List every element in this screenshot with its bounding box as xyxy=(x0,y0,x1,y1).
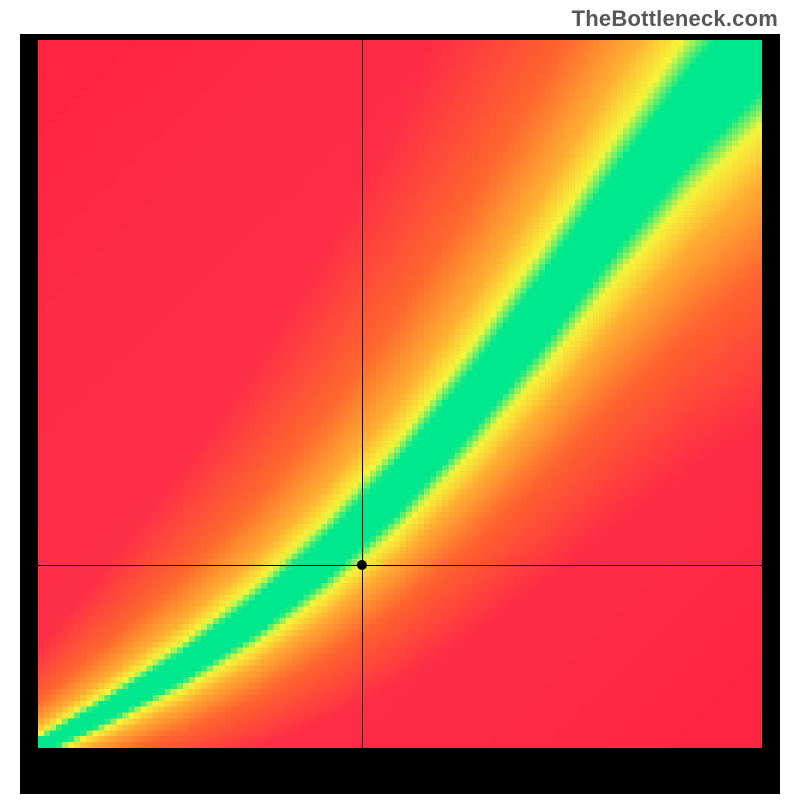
crosshair-vertical xyxy=(362,40,363,748)
marker-point xyxy=(357,560,367,570)
root-container: TheBottleneck.com xyxy=(0,0,800,800)
crosshair-horizontal xyxy=(38,565,762,566)
heatmap-canvas xyxy=(38,40,762,748)
watermark-text: TheBottleneck.com xyxy=(572,6,778,32)
chart-plot-area xyxy=(38,40,762,748)
chart-outer-frame xyxy=(20,34,780,794)
